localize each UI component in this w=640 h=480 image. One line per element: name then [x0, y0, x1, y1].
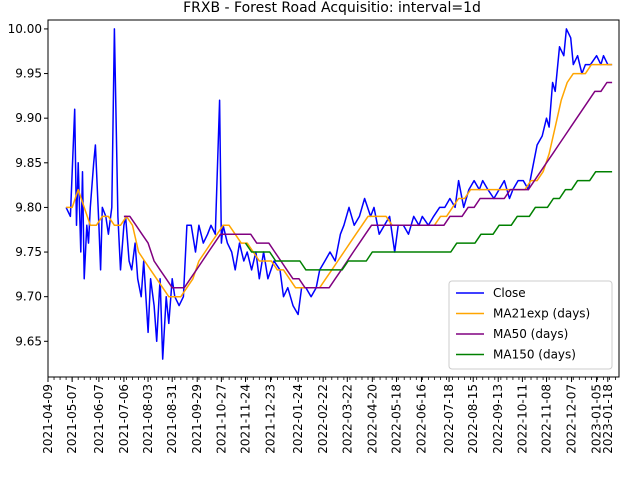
y-tick-label: 9.70: [15, 290, 42, 304]
x-tick-label: 2022-05-18: [389, 384, 403, 454]
x-tick-label: 2022-10-11: [515, 384, 529, 454]
x-tick-label: 2022-07-18: [442, 384, 456, 454]
x-tick-label: 2021-05-07: [65, 384, 79, 454]
x-tick-label: 2021-09-29: [190, 384, 204, 454]
legend-label-1: MA21exp (days): [493, 307, 590, 321]
x-tick-label: 2023-01-18: [601, 384, 615, 454]
x-axis: 2021-04-09 2021-05-07 2021-06-07 2021-07-06…: [41, 377, 616, 454]
legend: Close MA21exp (days) MA50 (days) MA150 (day…: [448, 280, 613, 370]
y-tick-label: 9.85: [15, 156, 42, 170]
y-tick-label: 10.00: [8, 22, 42, 36]
legend-label-2: MA50 (days): [493, 327, 568, 341]
y-tick-label: 9.80: [15, 200, 42, 214]
x-tick-label: 2021-10-27: [214, 384, 228, 454]
y-axis: 9.65 9.70 9.75 9.80 9.85 9.90 9.95 10.00: [8, 22, 48, 348]
legend-label-3: MA150 (days): [493, 348, 576, 362]
x-tick-label: 2022-08-15: [466, 384, 480, 454]
x-tick-label: 2021-08-03: [141, 384, 155, 454]
x-tick-label: 2021-04-09: [41, 384, 55, 454]
y-tick-label: 9.90: [15, 111, 42, 125]
x-tick-label: 2021-11-24: [239, 384, 253, 454]
plot-frame: [47, 19, 620, 378]
x-tick-label: 2022-12-07: [565, 384, 579, 454]
chart-title: FRXB - Forest Road Acquisitio: interval=…: [183, 0, 481, 16]
x-tick-label: 2022-09-13: [491, 384, 505, 454]
y-tick-label: 9.95: [15, 67, 42, 81]
x-tick-label: 2023-01-05: [590, 384, 604, 454]
x-tick-label: 2022-06-16: [414, 384, 428, 454]
legend-label-0: Close: [493, 286, 526, 300]
x-tick-label: 2022-03-22: [340, 384, 354, 454]
x-tick-label: 2022-01-24: [291, 384, 305, 454]
plot-area: [65, 28, 613, 360]
y-tick-label: 9.65: [15, 334, 42, 348]
x-tick-label: 2021-12-23: [264, 384, 278, 454]
series-line-3: [244, 170, 613, 271]
x-tick-label: 2021-07-06: [117, 384, 131, 454]
x-tick-label: 2021-08-31: [165, 384, 179, 454]
series-line-1: [66, 63, 613, 298]
series-line-0: [65, 28, 613, 360]
x-tick-label: 2022-04-20: [365, 384, 379, 454]
legend-box: [448, 280, 613, 370]
series-line-2: [123, 81, 613, 289]
y-tick-label: 9.75: [15, 245, 42, 259]
x-tick-label: 2021-06-07: [92, 384, 106, 454]
x-tick-label: 2022-02-22: [316, 384, 330, 454]
x-tick-label: 2022-11-08: [540, 384, 554, 454]
